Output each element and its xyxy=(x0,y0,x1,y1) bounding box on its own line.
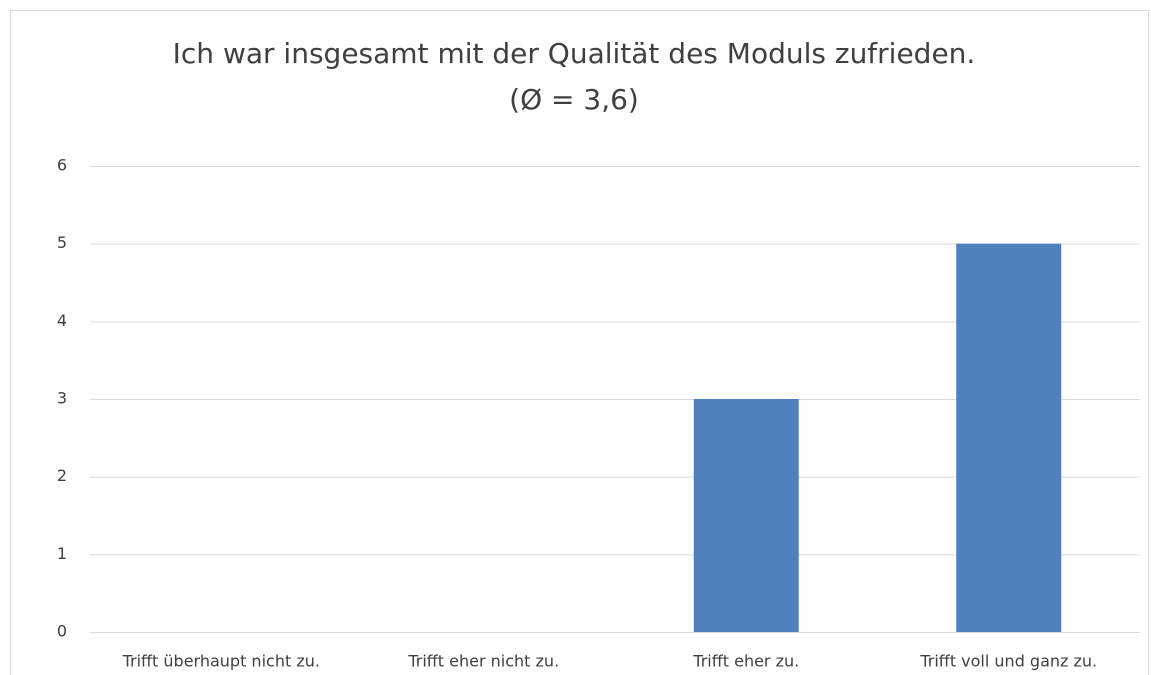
chart-subtitle: (Ø = 3,6) xyxy=(509,83,639,116)
x-tick-label: Trifft eher nicht zu. xyxy=(407,652,559,671)
x-tick-label: Trifft eher zu. xyxy=(692,652,799,671)
chart-title: Ich war insgesamt mit der Qualität des M… xyxy=(173,37,976,70)
y-tick-label: 4 xyxy=(57,311,67,330)
x-tick-label: Trifft überhaupt nicht zu. xyxy=(122,652,320,671)
y-tick-label: 3 xyxy=(57,389,67,408)
bar xyxy=(693,399,799,632)
bar xyxy=(956,243,1062,632)
chart-border xyxy=(10,10,1149,675)
y-tick-label: 1 xyxy=(57,544,67,563)
y-tick-label: 5 xyxy=(57,233,67,252)
y-tick-label: 6 xyxy=(57,156,67,175)
x-tick-label: Trifft voll und ganz zu. xyxy=(919,652,1097,671)
y-tick-label: 0 xyxy=(57,622,67,641)
y-tick-label: 2 xyxy=(57,466,67,485)
